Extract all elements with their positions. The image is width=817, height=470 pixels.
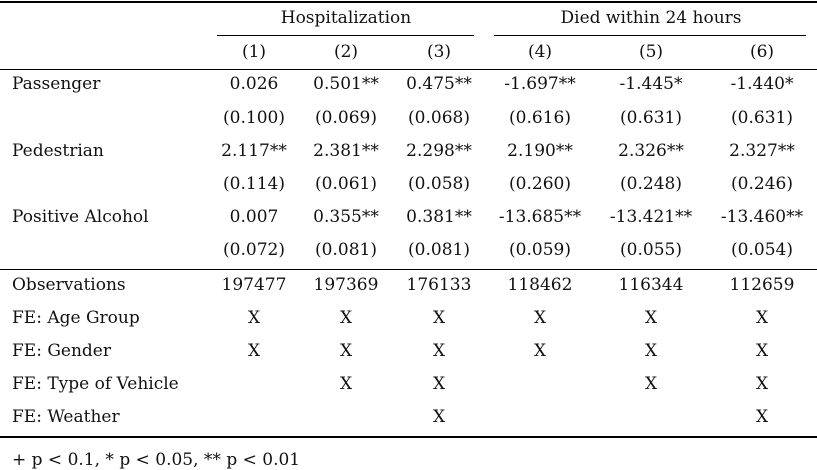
fe-mark: X	[533, 341, 547, 361]
row-label-observations: Observations	[12, 275, 126, 295]
coef-cell: -13.685**	[498, 207, 582, 227]
fe-mark: X	[339, 341, 353, 361]
se-cell: (0.069)	[315, 108, 377, 128]
fe-mark: X	[247, 308, 261, 328]
row-label-fe-weather: FE: Weather	[12, 407, 120, 427]
fe-mark: X	[644, 341, 658, 361]
fe-mark: X	[432, 407, 446, 427]
coef-cell: 0.026	[229, 74, 279, 94]
se-cell: (0.100)	[223, 108, 285, 128]
se-cell: (0.081)	[408, 240, 470, 260]
significance-note: + p < 0.1, * p < 0.05, ** p < 0.01	[12, 450, 301, 470]
fe-mark: X	[644, 374, 658, 394]
coef-cell: 0.501**	[313, 74, 379, 94]
se-cell: (0.058)	[408, 174, 470, 194]
fe-mark: X	[755, 407, 769, 427]
coef-cell: -13.421**	[609, 207, 693, 227]
se-cell: (0.054)	[731, 240, 793, 260]
coef-cell: -1.440*	[730, 74, 794, 94]
bottom-rule	[0, 436, 817, 438]
row-label-fe-type-of-vehicle: FE: Type of Vehicle	[12, 374, 179, 394]
row-label-positive-alcohol: Positive Alcohol	[12, 207, 149, 227]
top-rule	[0, 1, 817, 3]
se-cell: (0.260)	[509, 174, 571, 194]
fe-mark: X	[432, 308, 446, 328]
se-cell: (0.631)	[731, 108, 793, 128]
se-cell: (0.055)	[620, 240, 682, 260]
fe-mark: X	[432, 374, 446, 394]
column-number-5: (5)	[638, 42, 664, 62]
column-number-4: (4)	[527, 42, 553, 62]
column-number-1: (1)	[241, 42, 267, 62]
coef-cell: 0.475**	[406, 74, 472, 94]
coef-cell: 0.355**	[313, 207, 379, 227]
se-cell: (0.114)	[223, 174, 285, 194]
coef-cell: 2.117**	[221, 141, 287, 161]
coef-cell: 2.327**	[729, 141, 795, 161]
fe-mark: X	[339, 374, 353, 394]
coef-cell: 2.326**	[618, 141, 684, 161]
group-header-died-within-24-hours: Died within 24 hours	[560, 8, 742, 28]
se-cell: (0.246)	[731, 174, 793, 194]
coef-cell: 2.190**	[507, 141, 573, 161]
se-cell: (0.616)	[509, 108, 571, 128]
fe-mark: X	[247, 341, 261, 361]
column-number-6: (6)	[749, 42, 775, 62]
fe-mark: X	[644, 308, 658, 328]
group-underline-hospitalization	[217, 35, 474, 36]
group-underline-died	[494, 35, 806, 36]
coef-cell: 0.007	[229, 207, 279, 227]
fe-mark: X	[432, 341, 446, 361]
mid-rule	[0, 269, 817, 270]
column-number-3: (3)	[426, 42, 452, 62]
stat-cell: 197369	[313, 275, 379, 295]
row-label-fe-gender: FE: Gender	[12, 341, 111, 361]
se-cell: (0.248)	[620, 174, 682, 194]
se-cell: (0.059)	[509, 240, 571, 260]
row-label-fe-age-group: FE: Age Group	[12, 308, 140, 328]
stat-cell: 116344	[618, 275, 684, 295]
group-header-hospitalization: Hospitalization	[280, 8, 412, 28]
stat-cell: 112659	[729, 275, 795, 295]
row-label-passenger: Passenger	[12, 74, 101, 94]
coef-cell: 2.381**	[313, 141, 379, 161]
se-cell: (0.631)	[620, 108, 682, 128]
se-cell: (0.081)	[315, 240, 377, 260]
coef-cell: 2.298**	[406, 141, 472, 161]
fe-mark: X	[533, 308, 547, 328]
row-label-pedestrian: Pedestrian	[12, 141, 104, 161]
coef-cell: -1.697**	[504, 74, 576, 94]
coef-cell: 0.381**	[406, 207, 472, 227]
fe-mark: X	[339, 308, 353, 328]
se-cell: (0.061)	[315, 174, 377, 194]
header-rule	[0, 69, 817, 70]
se-cell: (0.068)	[408, 108, 470, 128]
stat-cell: 118462	[507, 275, 573, 295]
coef-cell: -13.460**	[720, 207, 804, 227]
coef-cell: -1.445*	[619, 74, 683, 94]
se-cell: (0.072)	[223, 240, 285, 260]
column-number-2: (2)	[333, 42, 359, 62]
fe-mark: X	[755, 308, 769, 328]
stat-cell: 176133	[406, 275, 472, 295]
fe-mark: X	[755, 341, 769, 361]
fe-mark: X	[755, 374, 769, 394]
stat-cell: 197477	[221, 275, 287, 295]
